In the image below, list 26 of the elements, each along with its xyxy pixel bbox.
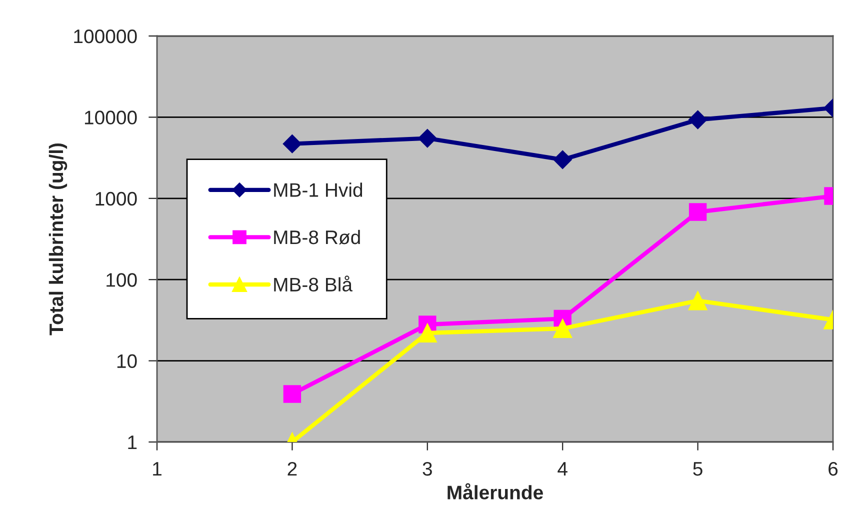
point bbox=[418, 323, 437, 343]
point bbox=[282, 134, 302, 154]
y-axis-title: Total kulbrinter (ug/l) bbox=[48, 143, 68, 336]
y-tick-label: 100 bbox=[106, 273, 137, 287]
x-tick-label: 6 bbox=[828, 462, 838, 476]
y-tick-label: 100000 bbox=[74, 29, 137, 44]
point bbox=[553, 150, 572, 170]
legend-label: MB-1 Hvid bbox=[274, 182, 362, 197]
point bbox=[418, 128, 437, 148]
x-tick-label: 4 bbox=[558, 462, 568, 476]
point bbox=[688, 110, 708, 130]
y-tick-label: 10 bbox=[117, 354, 137, 368]
x-tick-label: 3 bbox=[422, 462, 432, 476]
y-tick-label: 1 bbox=[128, 436, 137, 450]
x-tick-label: 2 bbox=[288, 462, 297, 476]
point bbox=[688, 203, 707, 221]
y-tick-label: 10000 bbox=[84, 110, 137, 124]
x-tick-label: 1 bbox=[153, 462, 162, 476]
point bbox=[553, 318, 572, 338]
x-tick-label: 5 bbox=[693, 462, 702, 476]
x-axis-title: Målerunde bbox=[448, 483, 543, 500]
point bbox=[283, 385, 302, 403]
legend-label: MB-8 Blå bbox=[274, 276, 353, 292]
point bbox=[688, 291, 708, 310]
y-tick-label: 1000 bbox=[96, 192, 137, 206]
legend-label: MB-8 Rød bbox=[274, 230, 360, 244]
